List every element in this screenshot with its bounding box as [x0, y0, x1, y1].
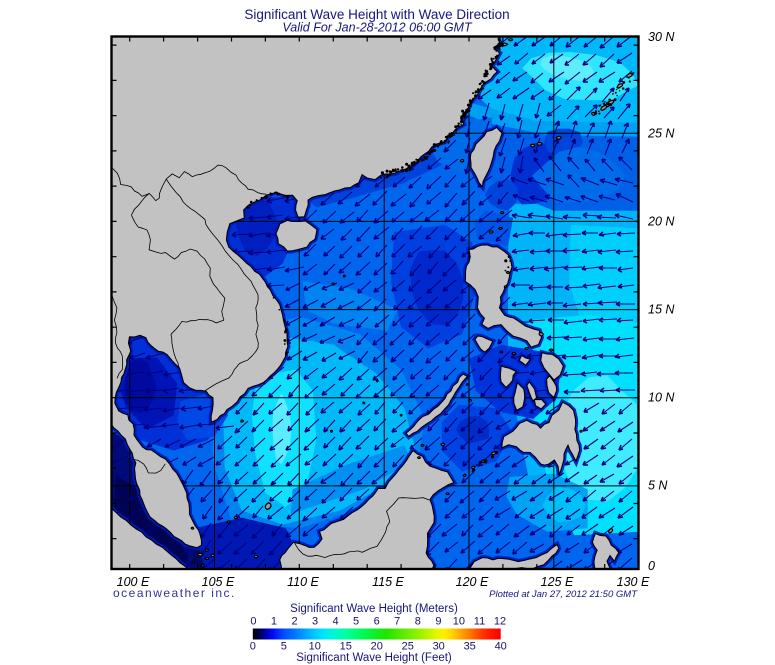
svg-text:2: 2: [291, 616, 297, 628]
svg-text:15: 15: [340, 641, 352, 653]
svg-text:115 E: 115 E: [372, 575, 404, 589]
svg-text:10: 10: [309, 641, 321, 653]
svg-text:10: 10: [453, 616, 465, 628]
svg-text:Plotted at Jan 27, 2012 21:50: Plotted at Jan 27, 2012 21:50 GMT: [489, 589, 638, 600]
svg-text:120 E: 120 E: [456, 575, 489, 589]
svg-text:25 N: 25 N: [647, 127, 675, 141]
svg-text:5: 5: [281, 641, 287, 653]
svg-text:Significant Wave Height with W: Significant Wave Height with Wave Direct…: [244, 7, 509, 22]
svg-text:8: 8: [415, 616, 421, 628]
svg-text:Valid For Jan-28-2012 06:00 GM: Valid For Jan-28-2012 06:00 GMT: [282, 21, 473, 35]
svg-text:0: 0: [250, 616, 256, 628]
svg-text:0: 0: [648, 559, 655, 573]
svg-text:oceanweather inc.: oceanweather inc.: [113, 586, 236, 600]
svg-text:20: 20: [371, 641, 383, 653]
svg-text:100 E: 100 E: [117, 575, 150, 589]
svg-text:20 N: 20 N: [647, 215, 675, 229]
svg-text:15 N: 15 N: [648, 303, 675, 317]
svg-text:30: 30: [433, 641, 445, 653]
svg-text:6: 6: [374, 616, 380, 628]
svg-text:125 E: 125 E: [541, 575, 574, 589]
svg-text:110 E: 110 E: [287, 575, 319, 589]
svg-text:5 N: 5 N: [648, 479, 668, 493]
svg-text:105 E: 105 E: [202, 575, 235, 589]
svg-text:5: 5: [353, 616, 359, 628]
svg-text:35: 35: [464, 641, 476, 653]
svg-text:Significant Wave Height (Meter: Significant Wave Height (Meters): [290, 603, 458, 615]
svg-text:7: 7: [394, 616, 400, 628]
svg-text:11: 11: [474, 616, 485, 628]
svg-text:0: 0: [250, 641, 256, 653]
svg-text:3: 3: [312, 616, 318, 628]
svg-text:30 N: 30 N: [648, 30, 675, 44]
svg-text:12: 12: [494, 616, 506, 628]
svg-text:130 E: 130 E: [617, 575, 650, 589]
svg-text:Significant Wave Height (Feet): Significant Wave Height (Feet): [296, 652, 452, 664]
svg-text:1: 1: [271, 616, 277, 628]
svg-text:10 N: 10 N: [648, 391, 675, 405]
svg-text:4: 4: [333, 616, 339, 628]
svg-text:9: 9: [435, 616, 441, 628]
svg-text:25: 25: [402, 641, 414, 653]
svg-text:40: 40: [495, 641, 507, 653]
